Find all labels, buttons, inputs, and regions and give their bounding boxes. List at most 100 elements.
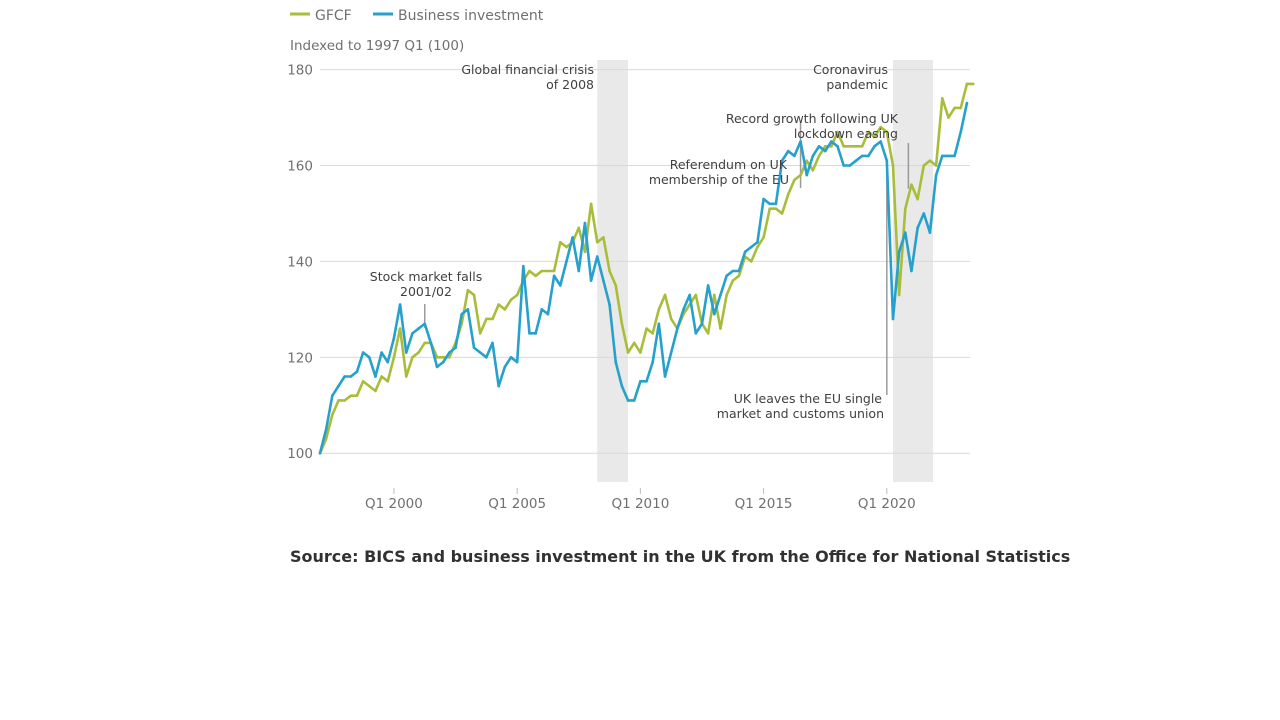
- data-point-business-investment-5: [349, 375, 353, 378]
- data-point-business-investment-32: [515, 360, 519, 364]
- data-point-business-investment-81: [817, 145, 821, 148]
- data-point-gfcf-31: [509, 298, 513, 302]
- axis-ticks: 100 120 140 160 180 Q1 2000 Q1 2005 Q1 2010 Q1 2…: [287, 63, 916, 512]
- data-point-gfcf-37: [546, 269, 550, 273]
- data-point-business-investment-72: [762, 197, 765, 201]
- data-point-business-investment-94: [897, 250, 901, 254]
- data-point-business-investment-80: [811, 154, 815, 158]
- data-point-gfcf-78: [799, 173, 802, 177]
- data-point-gfcf-99: [928, 159, 932, 162]
- data-point-gfcf-11: [386, 380, 390, 383]
- line-chart: GFCF Business investment Indexed to 1997…: [287, 8, 975, 512]
- data-point-business-investment-25: [472, 346, 476, 350]
- data-point-business-investment-28: [491, 341, 494, 345]
- data-point-business-investment-97: [916, 226, 919, 230]
- data-point-gfcf-19: [435, 356, 439, 359]
- data-point-business-investment-78: [799, 140, 802, 143]
- data-point-business-investment-101: [940, 154, 944, 158]
- data-point-gfcf-8: [367, 384, 371, 388]
- data-point-business-investment-41: [571, 236, 574, 239]
- data-point-gfcf-16: [417, 351, 420, 354]
- data-point-business-investment-48: [614, 360, 618, 364]
- data-point-business-investment-36: [540, 308, 544, 311]
- data-point-business-investment-103: [953, 154, 956, 158]
- data-point-business-investment-86: [848, 164, 852, 167]
- data-point-business-investment-96: [910, 269, 913, 273]
- data-point-gfcf-82: [823, 145, 827, 148]
- data-point-business-investment-12: [392, 336, 396, 340]
- data-point-business-investment-65: [719, 293, 722, 297]
- data-point-business-investment-43: [583, 221, 587, 225]
- data-point-business-investment-77: [793, 154, 796, 158]
- annotation-leaders: [423, 120, 910, 395]
- data-point-gfcf-75: [780, 212, 784, 215]
- data-point-business-investment-55: [657, 322, 661, 326]
- data-point-business-investment-87: [854, 159, 858, 162]
- data-point-business-investment-20: [441, 360, 445, 364]
- annotation-referendum-line-2: membership of the EU: [649, 172, 789, 187]
- data-point-business-investment-89: [867, 154, 870, 158]
- y-tick-label-120: 120: [287, 350, 313, 366]
- data-point-business-investment-27: [485, 356, 488, 359]
- data-point-gfcf-88: [860, 145, 864, 148]
- data-point-business-investment-68: [737, 269, 741, 273]
- data-point-gfcf-105: [965, 82, 969, 86]
- data-point-gfcf-65: [719, 327, 722, 330]
- data-point-gfcf-56: [663, 293, 667, 297]
- data-point-business-investment-95: [904, 231, 907, 234]
- data-point-business-investment-61: [694, 332, 698, 335]
- data-point-business-investment-73: [768, 202, 772, 206]
- data-point-gfcf-85: [842, 145, 845, 148]
- data-point-business-investment-17: [423, 322, 427, 326]
- data-point-gfcf-48: [614, 284, 618, 287]
- data-point-business-investment-31: [509, 356, 513, 359]
- data-point-gfcf-35: [534, 274, 537, 278]
- data-point-business-investment-76: [786, 149, 790, 153]
- data-point-gfcf-34: [528, 269, 531, 273]
- y-tick-label-140: 140: [287, 254, 313, 270]
- y-tick-label-180: 180: [287, 63, 313, 79]
- data-point-business-investment-69: [743, 250, 747, 254]
- data-point-business-investment-75: [780, 159, 784, 162]
- data-point-business-investment-67: [731, 269, 735, 273]
- annotation-financial-crisis-line-2: of 2008: [546, 77, 594, 92]
- data-point-business-investment-57: [669, 351, 673, 354]
- data-point-gfcf-38: [552, 269, 556, 273]
- data-point-business-investment-37: [546, 312, 550, 316]
- data-point-gfcf-14: [404, 375, 408, 378]
- annotation-lockdown-easing-line-1: Record growth following UK: [726, 111, 899, 126]
- x-tick-label-2005: Q1 2005: [488, 496, 546, 512]
- data-point-gfcf-7: [361, 380, 365, 383]
- data-point-gfcf-63: [706, 332, 710, 335]
- data-point-gfcf-55: [657, 308, 661, 311]
- data-point-gfcf-42: [577, 226, 581, 230]
- annotations: Global financial crisis of 2008 Coronavi…: [370, 62, 899, 421]
- data-point-business-investment-19: [435, 365, 439, 369]
- data-point-business-investment-21: [448, 351, 451, 354]
- data-point-business-investment-3: [337, 384, 340, 388]
- data-point-gfcf-92: [885, 130, 889, 134]
- data-point-business-investment-59: [682, 308, 685, 311]
- data-point-gfcf-95: [904, 207, 907, 210]
- data-point-gfcf-100: [934, 164, 938, 167]
- data-point-business-investment-26: [478, 351, 482, 354]
- data-point-business-investment-66: [725, 274, 728, 278]
- data-point-gfcf-72: [762, 236, 765, 239]
- data-point-gfcf-68: [737, 274, 741, 278]
- data-point-business-investment-7: [361, 351, 365, 354]
- data-point-gfcf-64: [713, 293, 716, 297]
- data-point-business-investment-74: [774, 202, 778, 206]
- data-point-gfcf-2: [331, 413, 334, 417]
- data-point-gfcf-79: [805, 159, 809, 162]
- data-point-gfcf-12: [392, 356, 396, 359]
- y-tick-label-100: 100: [287, 446, 313, 462]
- shaded-period-1: [597, 60, 629, 482]
- data-point-gfcf-39: [558, 240, 562, 244]
- data-point-business-investment-13: [398, 303, 402, 306]
- data-point-gfcf-28: [491, 317, 494, 321]
- data-point-gfcf-89: [867, 130, 870, 134]
- data-point-gfcf-76: [786, 192, 790, 196]
- data-point-gfcf-32: [515, 293, 519, 297]
- data-point-gfcf-47: [608, 269, 611, 273]
- legend-label-gfcf: GFCF: [315, 8, 352, 24]
